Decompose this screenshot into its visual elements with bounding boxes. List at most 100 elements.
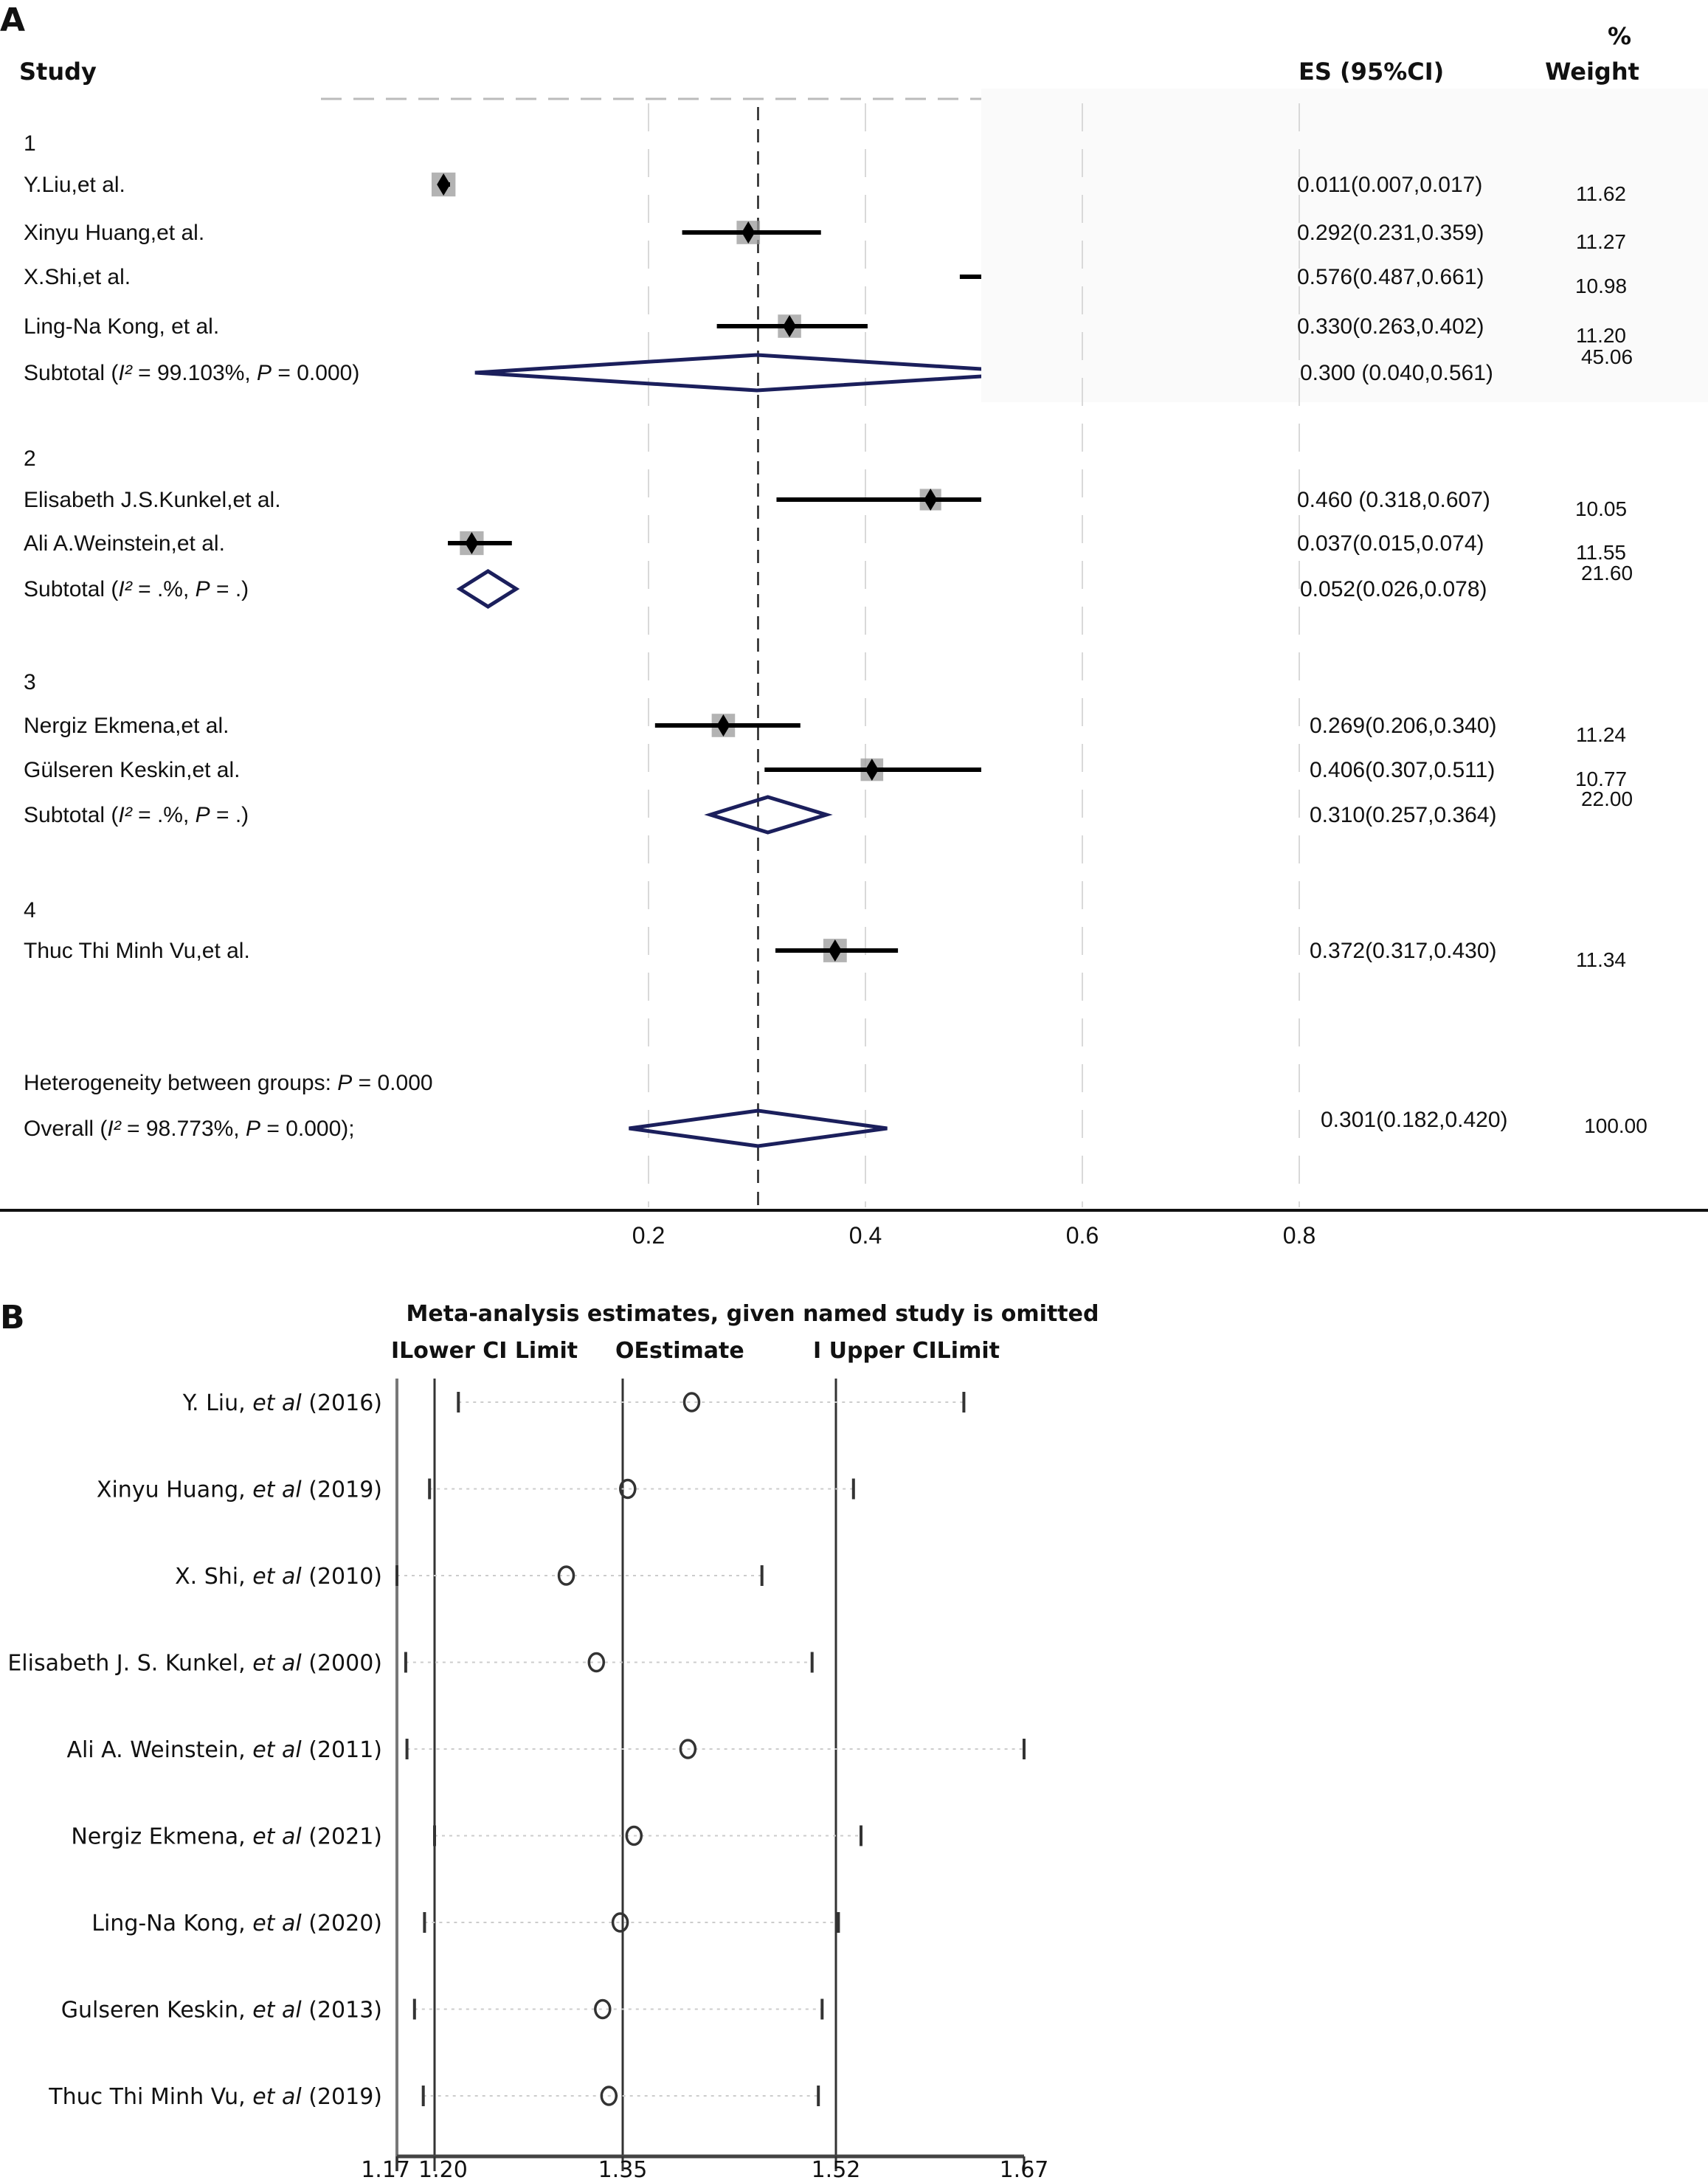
study-marker <box>682 221 821 244</box>
study-year: (2000) <box>302 1651 382 1677</box>
study-year: (2020) <box>302 1911 382 1936</box>
study-weight: 11.55 <box>1576 541 1626 564</box>
subtotal-diamond <box>704 795 833 835</box>
et-al: et al <box>252 1911 302 1936</box>
subtotal-diamond <box>474 353 981 393</box>
study-year: (2010) <box>302 1564 382 1590</box>
x-tick-label-a: 0.6 <box>1066 1222 1099 1249</box>
study-marker <box>654 714 801 737</box>
study-label: Ling-Na Kong, et al. <box>24 314 219 339</box>
study-name: Ling-Na Kong, <box>91 1911 252 1936</box>
x-tick-label-a: 0.8 <box>1283 1222 1315 1249</box>
estimate-marker <box>600 2086 618 2106</box>
study-marker <box>776 489 981 511</box>
group-label-4: 4 <box>24 898 36 922</box>
sensitivity-study-label: Nergiz Ekmena, et al (2021) <box>71 1824 382 1850</box>
point-estimate <box>828 939 842 962</box>
study-weight: 11.24 <box>1576 723 1626 746</box>
legend-estimate: OEstimate <box>615 1338 744 1364</box>
sensitivity-study-label: Thuc Thi Minh Vu, et al (2019) <box>48 2084 382 2110</box>
et-al: et al <box>252 2084 302 2110</box>
study-marker <box>775 939 899 962</box>
study-name: Xinyu Huang, <box>97 1477 252 1503</box>
p-symbol: P <box>196 803 210 827</box>
label-suffix: = .) <box>210 803 249 827</box>
study-label: X.Shi,et al. <box>24 265 131 289</box>
study-es-ci: 0.460 (0.318,0.607) <box>1297 488 1490 512</box>
subtotal-label: Subtotal (I² = .%, P = .) <box>24 577 249 601</box>
estimate-marker <box>619 1478 637 1500</box>
study-label: Thuc Thi Minh Vu,et al. <box>24 939 250 963</box>
p-symbol: P <box>246 1117 260 1141</box>
study-weight: 11.62 <box>1576 182 1626 205</box>
panel-label-b: B <box>0 1299 25 1336</box>
study-weight: 11.20 <box>1576 324 1626 347</box>
sensitivity-study-label: Ali A. Weinstein, et al (2011) <box>66 1737 382 1763</box>
subtotal-weight: 22.00 <box>1581 787 1633 810</box>
header-study: Study <box>19 58 97 86</box>
study-label: Xinyu Huang,et al. <box>24 221 204 245</box>
p-symbol: P <box>196 577 210 601</box>
study-marker <box>716 314 868 338</box>
estimate-marker <box>682 1392 701 1412</box>
study-es-ci: 0.576(0.487,0.661) <box>1297 265 1484 289</box>
study-label: Ali A.Weinstein,et al. <box>24 531 225 556</box>
panel-label-a: A <box>0 1 25 39</box>
subtotal-label: Subtotal (I² = 99.103%, P = 0.000) <box>24 361 359 385</box>
study-es-ci: 0.406(0.307,0.511) <box>1310 758 1495 782</box>
study-year: (2019) <box>302 1477 382 1503</box>
study-name: Ali A. Weinstein, <box>66 1737 252 1763</box>
study-year: (2021) <box>302 1824 382 1850</box>
group-label-1: 1 <box>24 131 36 156</box>
shaded-region <box>981 89 1708 402</box>
point-estimate <box>865 759 879 781</box>
study-weight: 10.05 <box>1575 497 1627 520</box>
x-tick-label-a: 0.2 <box>632 1222 665 1249</box>
et-al: et al <box>252 1998 302 2024</box>
study-name: Thuc Thi Minh Vu, <box>48 2084 252 2110</box>
sensitivity-study-label: Y. Liu, et al (2016) <box>182 1390 382 1416</box>
label-prefix: Overall ( <box>24 1117 107 1141</box>
header-weight: Weight <box>1545 58 1639 86</box>
study-marker <box>448 531 512 556</box>
point-estimate <box>783 315 797 337</box>
study-weight: 11.27 <box>1576 230 1626 253</box>
point-estimate <box>741 221 756 244</box>
study-weight: 11.34 <box>1576 948 1626 971</box>
label-mid: = 98.773%, <box>121 1117 246 1141</box>
estimate-marker <box>594 1998 612 2020</box>
estimate-marker <box>611 1912 629 1933</box>
subtotal-es-ci: 0.300 (0.040,0.561) <box>1300 361 1493 385</box>
overall-es-ci: 0.301(0.182,0.420) <box>1321 1108 1508 1132</box>
label-mid: = 99.103%, <box>132 361 257 385</box>
sensitivity-study-label: Elisabeth J. S. Kunkel, et al (2000) <box>7 1651 382 1677</box>
study-year: (2013) <box>302 1998 382 2024</box>
legend-upper-ci: I Upper CILimit <box>813 1338 1000 1364</box>
study-es-ci: 0.292(0.231,0.359) <box>1297 221 1484 245</box>
i-squared-symbol: I² <box>118 803 132 827</box>
study-year: (2016) <box>302 1390 382 1416</box>
legend-lower-ci: ILower CI Limit <box>391 1338 578 1364</box>
subtotal-label: Subtotal (I² = .%, P = .) <box>24 803 249 827</box>
study-label: Gülseren Keskin,et al. <box>24 758 240 782</box>
subtotal-weight: 45.06 <box>1581 345 1633 368</box>
study-name: Gulseren Keskin, <box>61 1998 252 2024</box>
header-es: ES (95%CI) <box>1299 58 1444 86</box>
study-weight: 10.98 <box>1575 275 1627 297</box>
i-squared-symbol: I² <box>107 1117 121 1141</box>
study-es-ci: 0.269(0.206,0.340) <box>1310 714 1497 738</box>
x-tick-label-b: 1.52 <box>812 2157 861 2180</box>
x-tick-label-a: 0.4 <box>849 1222 882 1249</box>
subtotal-diamond <box>456 569 520 609</box>
study-name: Nergiz Ekmena, <box>71 1824 252 1850</box>
sensitivity-study-label: Gulseren Keskin, et al (2013) <box>61 1998 382 2024</box>
header-weight-percent: % <box>1608 22 1631 50</box>
x-tick-label-b: 1.35 <box>598 2157 648 2180</box>
et-al: et al <box>252 1651 302 1677</box>
et-al: et al <box>252 1824 302 1850</box>
point-estimate <box>924 489 938 511</box>
label-prefix: Subtotal ( <box>24 361 118 385</box>
x-tick-label-b: 1.17 <box>361 2157 410 2180</box>
overall-diamond <box>629 1108 888 1148</box>
